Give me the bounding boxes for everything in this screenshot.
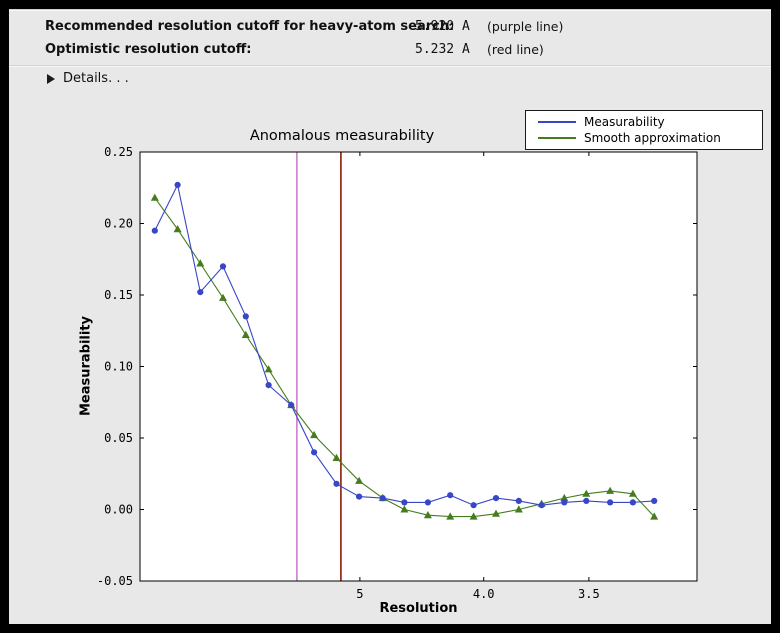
marker-triangle	[173, 225, 182, 233]
marker-triangle	[492, 509, 500, 517]
divider	[9, 65, 771, 67]
marker-circle	[583, 497, 590, 504]
marker-triangle	[310, 430, 319, 439]
optimistic-cutoff-note: (red line)	[487, 42, 544, 57]
marker-circle	[515, 497, 522, 504]
recommended-cutoff-label: Recommended resolution cutoff for heavy-…	[45, 19, 455, 34]
marker-circle	[379, 495, 386, 502]
y-tick-label: 0.25	[104, 145, 133, 159]
marker-triangle	[423, 511, 432, 519]
marker-triangle	[469, 512, 478, 520]
marker-circle	[197, 289, 204, 296]
marker-circle	[151, 227, 158, 234]
chart-legend: Measurability Smooth approximation	[525, 110, 763, 150]
marker-triangle	[582, 489, 591, 497]
details-label: Details. . .	[63, 71, 129, 86]
marker-circle	[333, 480, 340, 487]
marker-triangle	[606, 486, 615, 494]
marker-circle	[651, 497, 658, 504]
y-tick-label: 0.10	[104, 360, 133, 374]
legend-label: Measurability	[584, 115, 665, 129]
x-axis-label: Resolution	[379, 601, 458, 616]
marker-circle	[356, 493, 363, 500]
legend-item-measurability: Measurability	[526, 114, 762, 130]
legend-label: Smooth approximation	[584, 131, 721, 145]
y-tick-label: -0.05	[97, 574, 133, 588]
marker-circle	[447, 492, 454, 499]
y-tick-label: 0.05	[104, 431, 133, 445]
marker-triangle	[355, 476, 364, 484]
marker-triangle	[150, 193, 159, 201]
recommended-cutoff-value: 5.920 A	[415, 19, 470, 34]
optimistic-cutoff-label: Optimistic resolution cutoff:	[45, 42, 252, 57]
marker-circle	[561, 499, 568, 506]
y-axis-label: Measurability	[78, 315, 94, 417]
chart-figure: 5 4.0 3.5 -0.05 0.00 0.05 0.10 0.15 0.20 0.25 Ano…	[12, 95, 770, 617]
marker-triangle	[514, 505, 523, 513]
recommended-cutoff-note: (purple line)	[487, 19, 564, 34]
cutoff-header: Recommended resolution cutoff for heavy-…	[9, 15, 771, 61]
x-tick-label: 3.5	[578, 587, 600, 601]
legend-line-sample-blue	[538, 121, 576, 123]
x-tick-label: 5	[356, 587, 363, 601]
marker-circle	[492, 495, 500, 502]
optimistic-cutoff-row: Optimistic resolution cutoff: 5.232 A (r…	[9, 38, 771, 61]
optimistic-cutoff-value: 5.232 A	[415, 42, 470, 57]
y-tick-label: 0.15	[104, 288, 133, 302]
x-tick-label: 4.0	[473, 587, 495, 601]
disclosure-triangle-icon	[47, 73, 55, 84]
details-toggle[interactable]: Details. . .	[47, 71, 129, 86]
marker-circle	[265, 382, 272, 389]
marker-triangle	[446, 512, 455, 520]
marker-circle	[629, 499, 637, 506]
marker-triangle	[400, 505, 409, 513]
marker-triangle	[628, 489, 637, 497]
marker-circle	[311, 449, 318, 456]
chart-canvas: 5 4.0 3.5 -0.05 0.00 0.05 0.10 0.15 0.20 0.25	[97, 145, 698, 601]
marker-circle	[288, 402, 295, 409]
legend-item-smooth-approximation: Smooth approximation	[526, 130, 762, 146]
marker-circle	[242, 313, 249, 320]
marker-triangle	[560, 493, 569, 502]
chart-title: Anomalous measurability	[249, 128, 435, 144]
marker-circle	[174, 181, 181, 188]
marker-circle	[470, 502, 477, 509]
marker-circle	[401, 499, 408, 506]
y-tick-label: 0.00	[104, 503, 133, 517]
marker-triangle	[264, 365, 273, 373]
marker-triangle	[332, 453, 341, 461]
marker-triangle	[196, 259, 205, 267]
divider	[9, 9, 771, 11]
marker-circle	[424, 499, 431, 506]
marker-circle	[219, 263, 227, 270]
plot-background	[140, 152, 697, 581]
marker-circle	[607, 499, 614, 506]
marker-triangle	[241, 330, 250, 338]
legend-line-sample-green	[538, 137, 576, 139]
report-panel: Recommended resolution cutoff for heavy-…	[9, 9, 771, 624]
y-tick-label: 0.20	[104, 217, 133, 231]
marker-triangle	[219, 293, 227, 301]
recommended-cutoff-row: Recommended resolution cutoff for heavy-…	[9, 15, 771, 38]
marker-triangle	[650, 512, 659, 520]
marker-circle	[538, 502, 545, 509]
